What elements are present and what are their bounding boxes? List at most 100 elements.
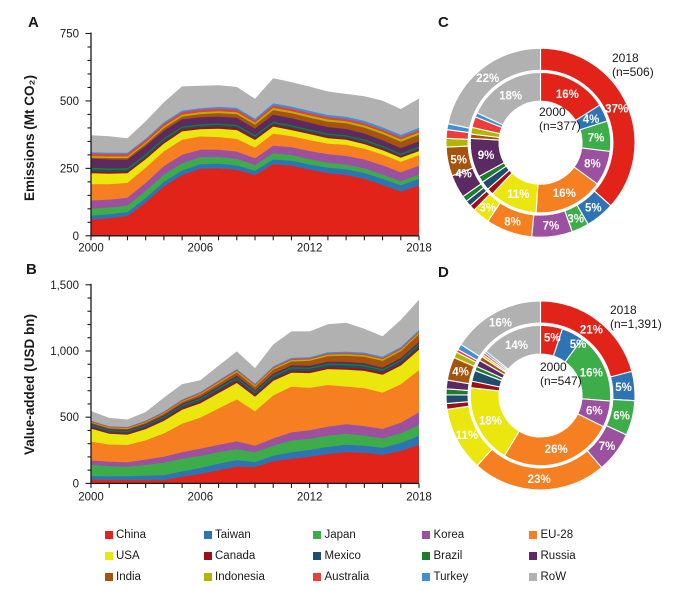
legend-label: Canada <box>215 550 256 563</box>
donut-d-outer-label: 11% <box>456 430 478 442</box>
donut-d-outer-row <box>460 300 542 357</box>
donut-d-inner-label: 6% <box>586 405 603 417</box>
legend-item-korea: Korea <box>422 529 464 541</box>
legend-label: Brazil <box>433 550 463 563</box>
donut-d: 21% 5% 6% 7% 23% 11% 4% 16% 5% 5% 16% 6% 26% 18% 14% <box>445 300 636 491</box>
legend-swatch-usa <box>104 552 113 561</box>
legend-item-indonesia: Indonesia <box>203 571 265 583</box>
legend-label: Russia <box>540 550 576 563</box>
legend-item-usa: USA <box>104 550 140 563</box>
y-tick-label: 0 <box>73 478 79 490</box>
donut-d-annotation-n: (n=1,391) <box>610 316 662 331</box>
legend-swatch-indonesia <box>203 573 212 582</box>
donut-c-inner-label: 11% <box>507 189 529 201</box>
donut-d-inner-label: 5% <box>544 332 561 344</box>
x-tick-label: 2000 <box>78 243 104 255</box>
donut-d-annotation-year: 2018 <box>610 303 637 317</box>
panel-letter-b: B <box>26 261 37 278</box>
donut-c-inner-label: 16% <box>556 89 579 101</box>
y-tick-label: 500 <box>60 96 79 108</box>
legend-swatch-mexico <box>313 552 321 561</box>
donut-c-inner-label: 8% <box>584 158 601 170</box>
legend-item-eu-28: EU-28 <box>529 529 573 541</box>
donut-d-outer-mexico <box>445 394 469 405</box>
legend-swatch-row <box>529 573 537 582</box>
area-a-china <box>91 164 419 236</box>
legend-swatch-australia <box>313 573 321 582</box>
donut-d-inner-label: 14% <box>505 340 528 352</box>
legend-swatch-turkey <box>422 573 430 582</box>
donut-c-outer-row <box>447 47 542 129</box>
legend-swatch-china <box>104 531 113 540</box>
donut-c-outer-label: 22% <box>476 73 499 85</box>
legend-item-australia: Australia <box>313 571 369 583</box>
donut-c-center-year: 2000 <box>539 105 566 119</box>
y-tick-label: 1,500 <box>50 280 79 292</box>
donut-d-outer-label: 16% <box>489 317 512 329</box>
donut-c: 37%5%3%7%8%3%4%5%22%16%4%7%8%16%11%9%18% <box>445 47 636 238</box>
panel-letter-c: C <box>438 14 449 31</box>
legend-label: India <box>116 571 141 584</box>
donut-c-inner-label: 18% <box>499 91 522 103</box>
legend-item-japan: Japan <box>313 529 356 541</box>
donut-c-inner-label: 9% <box>478 150 495 162</box>
x-tick-label: 2012 <box>297 492 323 504</box>
panel-letter-a: A <box>28 14 39 31</box>
legend-item-india: India <box>104 571 141 584</box>
legend-swatch-india <box>104 573 113 582</box>
x-tick-label: 2018 <box>406 243 432 255</box>
y-axis-title-emissions: Emissions (Mt CO₂) <box>22 74 37 201</box>
legend-label: China <box>116 529 147 542</box>
x-tick-label: 2006 <box>188 243 214 255</box>
y-tick-label: 250 <box>60 163 79 175</box>
donut-c-outer-label: 3% <box>479 202 496 214</box>
donut-c-outer-label: 3% <box>567 213 584 225</box>
donut-c-center-label: 2000 (n=377) <box>539 105 581 134</box>
donut-d-center-label: 2000 (n=547) <box>540 360 582 389</box>
x-tick-label: 2018 <box>406 492 432 504</box>
legend-label: Turkey <box>433 571 469 584</box>
donut-d-inner-label: 26% <box>545 444 568 456</box>
donut-c-outer-label: 7% <box>543 221 560 233</box>
donut-d-outer-label: 23% <box>528 474 551 486</box>
x-tick-label: 2012 <box>297 243 323 255</box>
panel-b-plot: 0 500 1,000 1,500 2000 2006 2012 2018 <box>50 280 432 504</box>
panel-letter-d: D <box>438 264 449 281</box>
y-axis-title-value-added: Value-added (USD bn) <box>22 313 37 455</box>
legend-label: Taiwan <box>215 529 251 542</box>
donut-d-center-n: (n=547) <box>540 373 582 388</box>
legend-item-mexico: Mexico <box>313 550 361 562</box>
legend-swatch-korea <box>422 531 430 540</box>
donut-c-inner-row <box>476 71 542 126</box>
donut-d-inner-row <box>485 324 542 370</box>
donut-d-outer-label: 21% <box>580 324 603 336</box>
legend-label: Korea <box>433 529 465 542</box>
legend-item-turkey: Turkey <box>422 571 468 583</box>
donut-c-outer-label: 5% <box>585 202 602 214</box>
y-tick-label: 1,000 <box>50 346 79 358</box>
donut-c-outer-label: 4% <box>455 168 472 180</box>
donut-d-outer-label: 6% <box>613 411 630 423</box>
donut-d-inner-label: 5% <box>570 339 587 351</box>
x-tick-label: 2000 <box>78 492 104 504</box>
area-b-china <box>91 444 419 484</box>
panel-a-plot: 0 250 500 750 2000 2006 2012 2018 <box>60 29 432 255</box>
legend-label: RoW <box>540 571 567 584</box>
donut-c-inner-label: 16% <box>553 188 576 200</box>
legend-item-russia: Russia <box>529 550 576 562</box>
donut-c-annotation-n: (n=506) <box>612 64 654 79</box>
donut-c-outer-label: 37% <box>605 104 628 116</box>
legend-swatch-japan <box>313 531 321 540</box>
legend-label: EU-28 <box>540 529 574 542</box>
donut-d-center-year: 2000 <box>540 360 567 374</box>
legend-label: USA <box>116 550 140 563</box>
legend-swatch-brazil <box>422 552 430 561</box>
donut-c-inner-label: 4% <box>583 114 600 126</box>
donut-c-annotation-year: 2018 <box>612 51 639 65</box>
legend-item-taiwan: Taiwan <box>203 529 251 542</box>
legend-label: Japan <box>324 529 356 542</box>
legend-item-china: China <box>104 529 147 542</box>
legend-swatch-canada <box>203 552 212 561</box>
